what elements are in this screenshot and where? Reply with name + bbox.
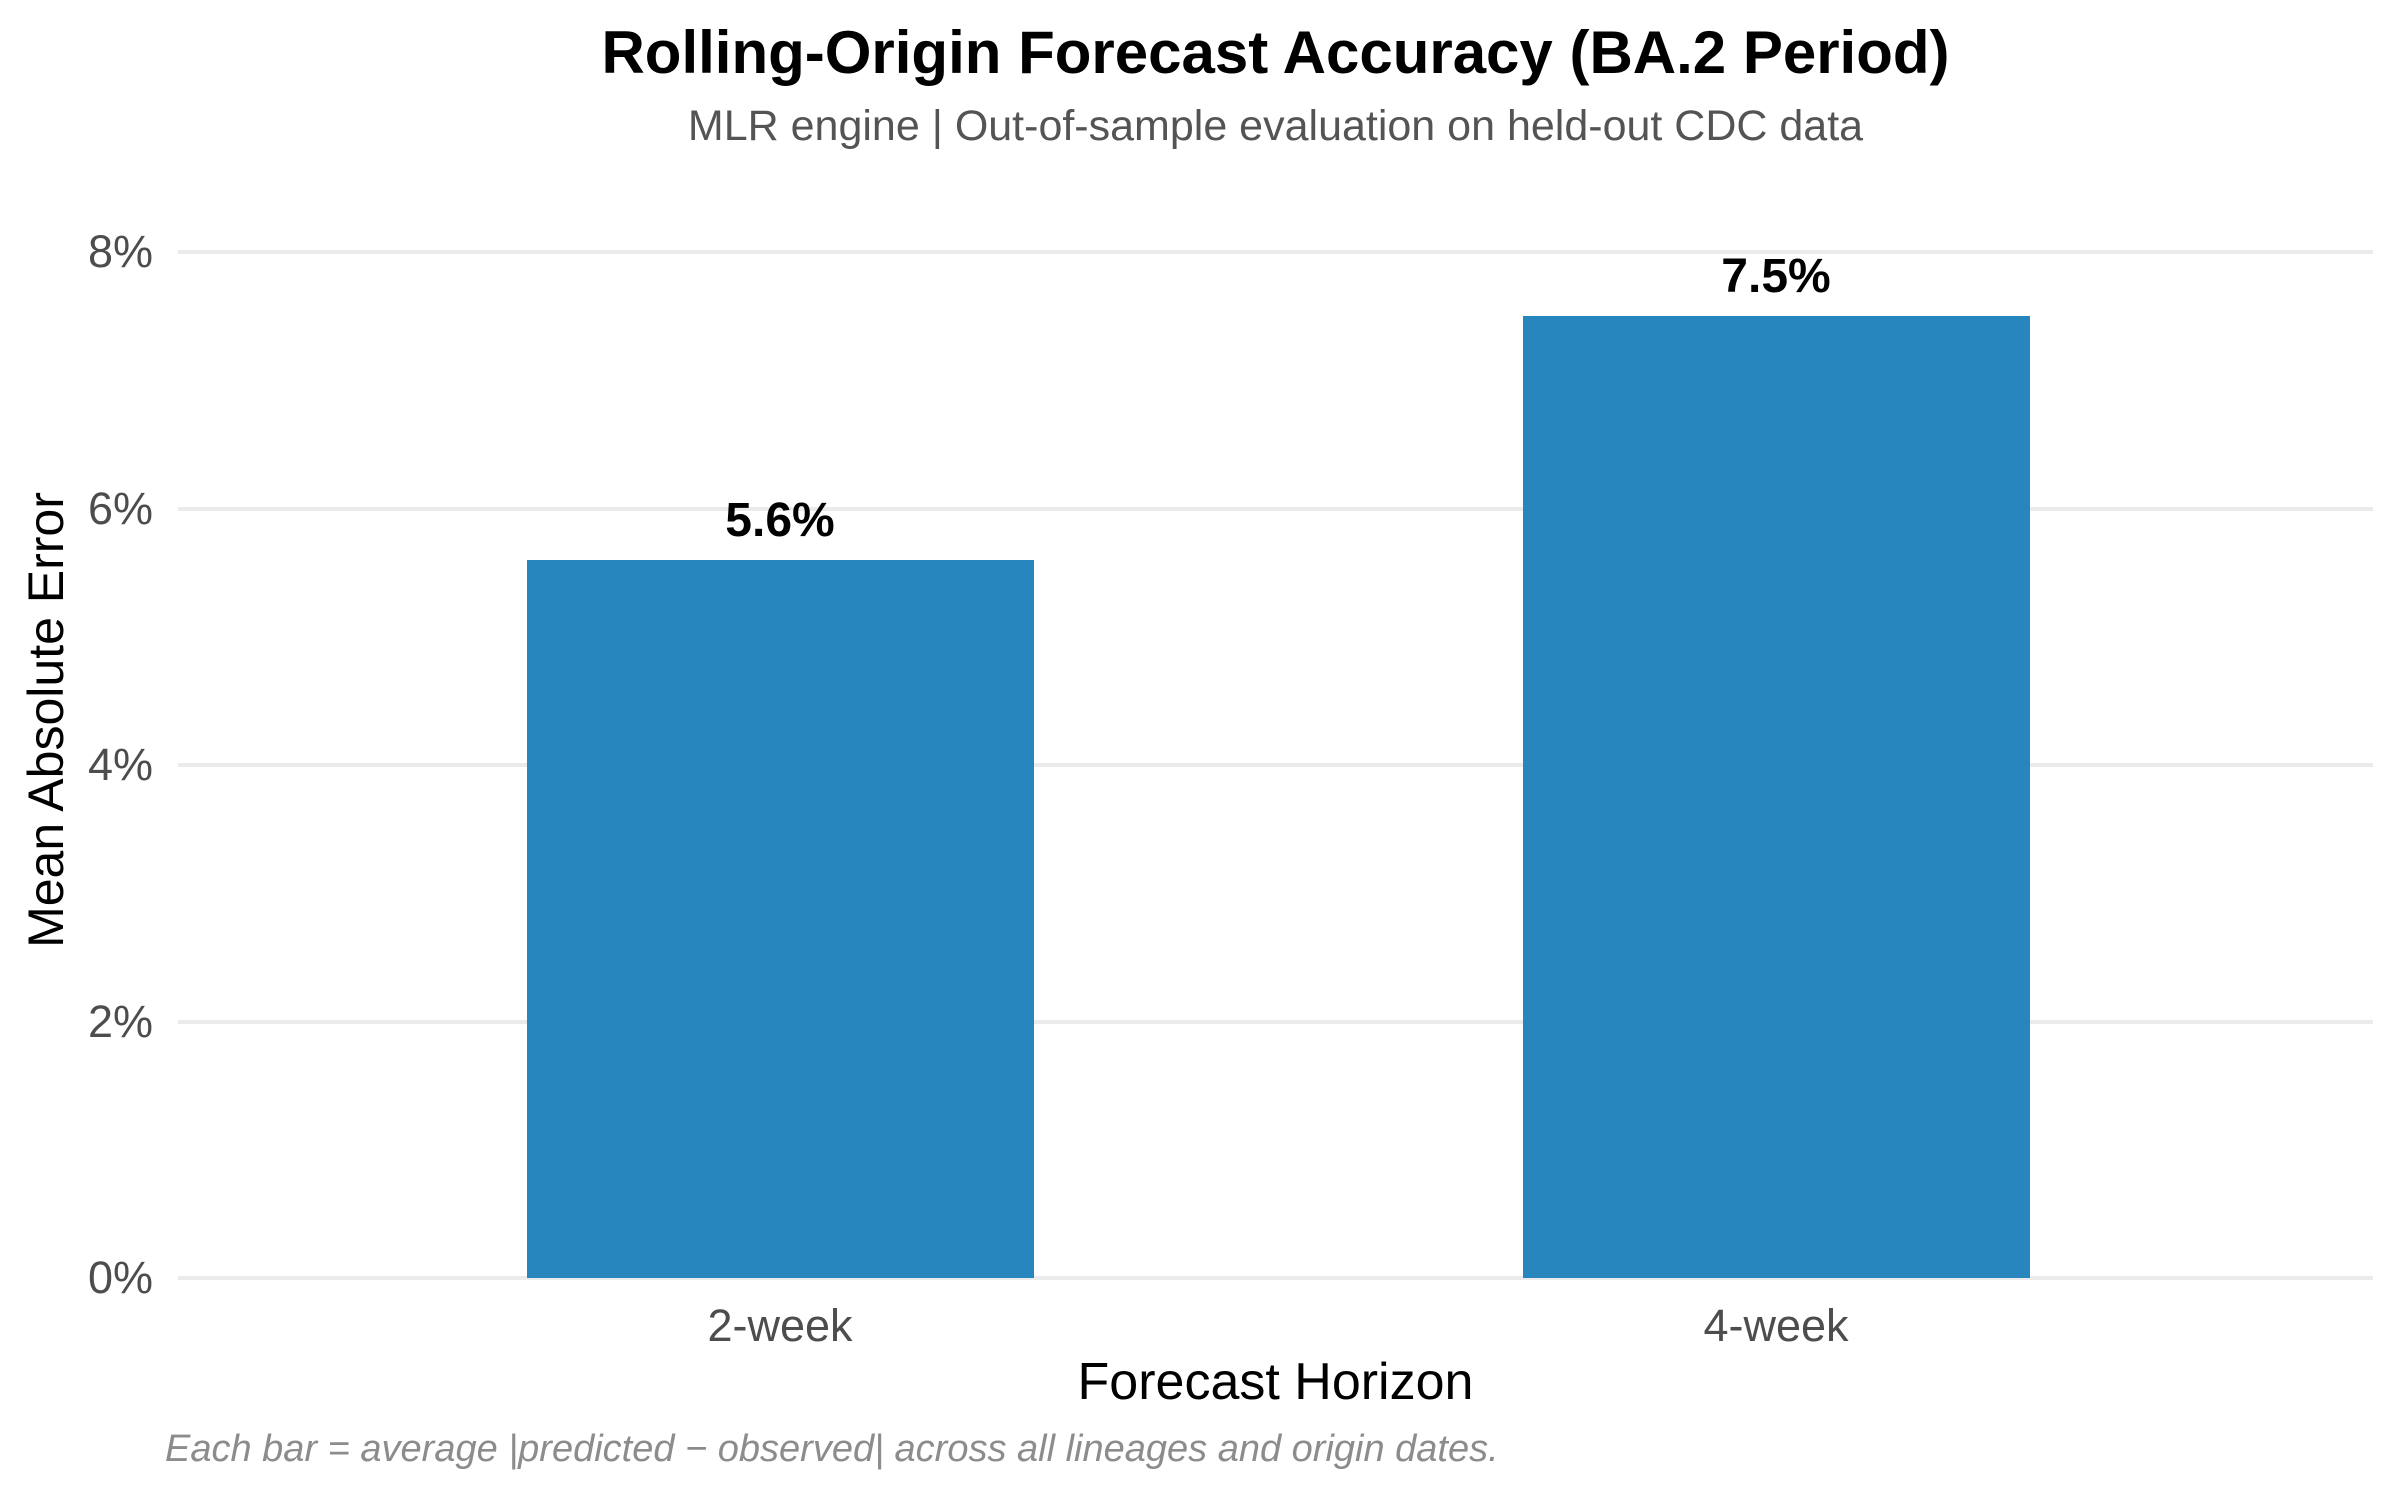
chart-title: Rolling-Origin Forecast Accuracy (BA.2 P… xyxy=(601,19,1950,86)
bar-2-week xyxy=(526,559,1034,1278)
gridline-2pct xyxy=(178,1019,2373,1024)
y-tick-label: 0% xyxy=(87,1252,153,1303)
y-tick-label: 8% xyxy=(87,226,153,277)
y-tick-label: 6% xyxy=(87,482,153,534)
x-tick-label-4-week: 4-week xyxy=(1703,1300,1849,1351)
bar-value-label: 7.5% xyxy=(1721,250,1831,304)
gridline-6pct xyxy=(178,506,2373,511)
y-tick-label: 2% xyxy=(87,995,153,1047)
y-tick-label: 4% xyxy=(87,739,153,790)
x-tick-label-2-week: 2-week xyxy=(707,1300,853,1351)
x-axis-label: Forecast Horizon xyxy=(1077,1353,1474,1411)
chart-caption: Each bar = average |predicted − observed… xyxy=(165,1428,1499,1470)
bar-4-week xyxy=(1522,316,2030,1278)
plot-area: 5.6% 7.5% xyxy=(178,250,2373,1280)
bar-value-label: 5.6% xyxy=(725,493,835,547)
gridline-8pct xyxy=(178,250,2373,254)
gridline-4pct xyxy=(178,763,2373,767)
y-axis-label: Mean Absolute Error xyxy=(18,492,74,948)
gridline-0pct xyxy=(178,1276,2373,1280)
chart-subtitle: MLR engine | Out-of-sample evaluation on… xyxy=(687,102,1864,150)
